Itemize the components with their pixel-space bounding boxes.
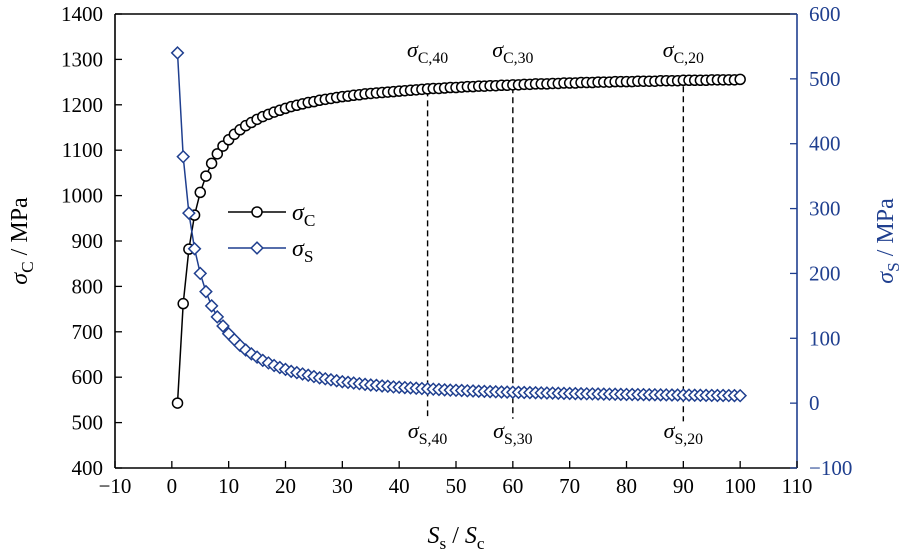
y-right-tick-label: 0 (809, 391, 820, 415)
annotation-S-30: σS,30 (493, 418, 533, 448)
y-left-tick-label: 1300 (61, 47, 103, 71)
x-tick-label: 110 (782, 474, 813, 498)
data-point-sigma-s (176, 149, 191, 164)
y-left-tick-label: 400 (72, 456, 104, 480)
data-point-sigma-s (238, 343, 253, 357)
data-point-sigma-s (244, 346, 259, 361)
y-right-tick-label: 100 (809, 326, 841, 350)
data-point-sigma-s (733, 388, 748, 403)
data-point-sigma-c (177, 297, 189, 310)
x-tick-label: 40 (389, 474, 410, 498)
data-point-sigma-c (171, 397, 184, 409)
y-right-tick-label: 200 (809, 261, 841, 285)
data-point-sigma-c (734, 73, 746, 86)
annotation-C-20: σC,20 (663, 37, 704, 67)
data-point-sigma-c (194, 186, 206, 199)
x-tick-label: 10 (218, 474, 239, 498)
y-right-tick-label: 300 (809, 197, 841, 221)
series-line-S (176, 52, 741, 397)
y-left-tick-label: 900 (72, 229, 104, 253)
y-left-tick-label: 1000 (61, 184, 103, 208)
data-point-sigma-s (187, 241, 202, 256)
x-tick-label: 70 (559, 474, 580, 498)
annotation-S-20: σS,20 (664, 418, 704, 448)
data-point-sigma-s (182, 206, 196, 220)
y-left-tick-label: 500 (72, 411, 104, 435)
data-point-sigma-c (200, 170, 212, 182)
data-point-sigma-s (216, 319, 230, 333)
x-tick-label: 0 (167, 474, 178, 498)
x-tick-label: 50 (446, 474, 467, 498)
y-right-tick-label: −100 (809, 456, 852, 480)
data-point-sigma-s (204, 298, 219, 313)
x-tick-label: 60 (502, 474, 523, 498)
y-left-tick-label: 1100 (62, 138, 103, 162)
annotation-S-40: σS,40 (408, 418, 448, 448)
x-axis-title: Ss / Sc (427, 523, 484, 549)
data-point-sigma-s (193, 266, 208, 281)
y-right-tick-label: 500 (809, 67, 841, 91)
legend-marker-sigma-s (250, 241, 264, 255)
x-tick-label: 80 (616, 474, 637, 498)
x-tick-label: 90 (673, 474, 694, 498)
data-point-sigma-s (170, 46, 185, 60)
legend-label-S: σS (292, 236, 313, 266)
data-point-sigma-c (211, 148, 224, 160)
y-right-tick-label: 400 (809, 132, 841, 156)
x-tick-label: 20 (275, 474, 296, 498)
x-tick-label: 30 (332, 474, 353, 498)
x-tick-label: 100 (724, 474, 756, 498)
y-left-tick-label: 800 (72, 274, 104, 298)
annotation-C-30: σC,30 (492, 37, 533, 67)
y-right-axis-title: σS / MPa (873, 198, 900, 284)
y-left-tick-label: 600 (72, 365, 104, 389)
legend-marker-sigma-c (251, 206, 263, 218)
y-right-tick-label: 600 (809, 2, 841, 26)
x-tick-label: −10 (99, 474, 132, 498)
annotation-C-40: σC,40 (407, 37, 448, 67)
y-left-tick-label: 1400 (61, 2, 103, 26)
data-point-sigma-s (199, 284, 213, 299)
data-point-sigma-s (210, 310, 225, 324)
y-left-tick-label: 1200 (61, 93, 103, 117)
data-point-sigma-c (205, 157, 218, 170)
legend-label-C: σC (292, 200, 315, 230)
y-left-tick-label: 700 (72, 320, 104, 344)
y-left-axis-title: σC / MPa (7, 197, 37, 285)
